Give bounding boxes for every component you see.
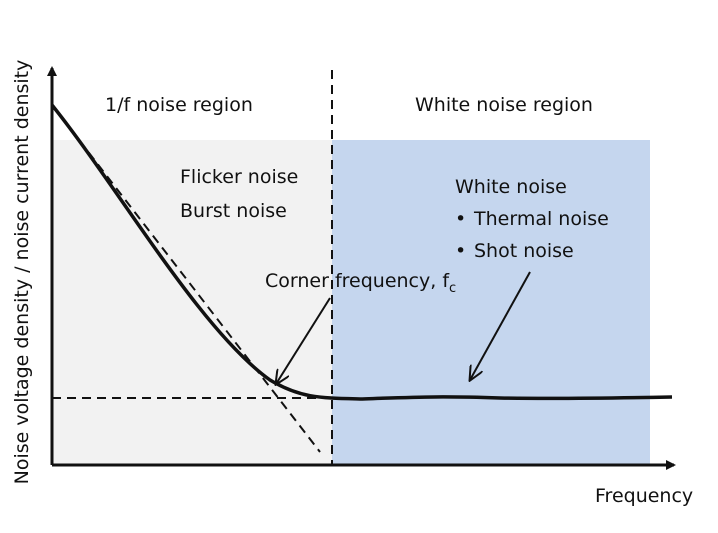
flicker-region: [52, 140, 332, 465]
noise-source: Flicker noise: [180, 166, 298, 188]
bullet: •: [455, 208, 466, 230]
flicker-asymptote: [51, 104, 321, 453]
noise-source: Thermal noise: [473, 208, 609, 230]
noise-source: Burst noise: [180, 200, 287, 222]
noise-curve: [50, 103, 673, 401]
bullet: •: [455, 240, 466, 262]
noise-heading: White noise: [455, 176, 567, 198]
region-label: White noise region: [415, 94, 593, 116]
corner-label: Corner frequency, fc: [265, 270, 456, 296]
white-arrow: [470, 271, 531, 380]
y-axis-label: Noise voltage density / noise current de…: [11, 60, 33, 485]
corner-arrow: [276, 297, 331, 384]
region-label: 1/f noise region: [105, 94, 253, 116]
white-region: [332, 140, 650, 465]
noise-source: Shot noise: [474, 240, 574, 262]
x-axis-label: Frequency: [595, 485, 693, 507]
